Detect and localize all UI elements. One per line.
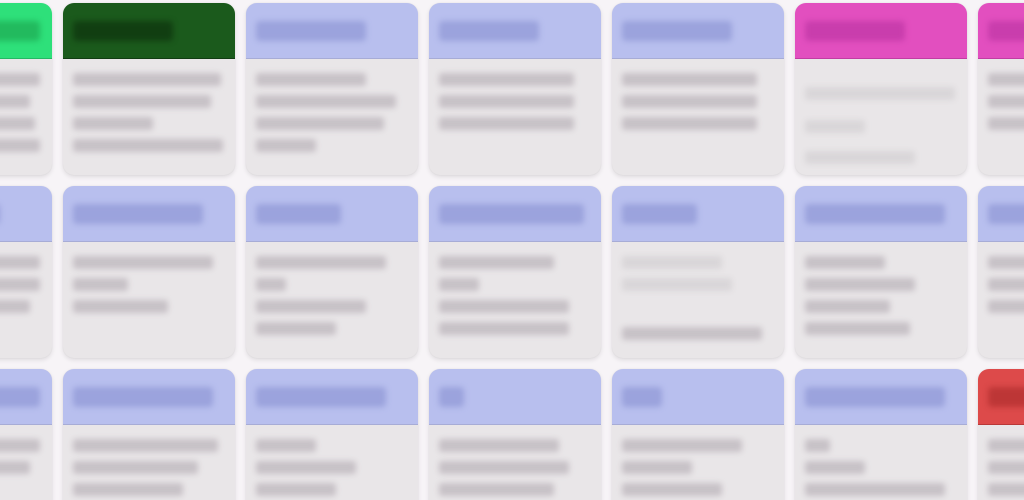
card-header [0, 369, 52, 425]
card-r1-c0[interactable] [0, 3, 52, 175]
card-r2-c1[interactable] [63, 186, 235, 358]
card-r3-c1[interactable] [63, 369, 235, 500]
card-header [795, 3, 967, 59]
card-header [63, 369, 235, 425]
card-header [612, 369, 784, 425]
card-header [63, 186, 235, 242]
card-r1-c4[interactable] [612, 3, 784, 175]
card-header [978, 3, 1024, 59]
card-header [246, 186, 418, 242]
card-r2-c5[interactable] [795, 186, 967, 358]
card-header [63, 3, 235, 59]
card-r1-c2[interactable] [246, 3, 418, 175]
card-r3-c6[interactable] [978, 369, 1024, 500]
card-r2-c0[interactable] [0, 186, 52, 358]
card-r2-c4[interactable] [612, 186, 784, 358]
card-r3-c5[interactable] [795, 369, 967, 500]
card-r3-c0[interactable] [0, 369, 52, 500]
card-r2-c6[interactable] [978, 186, 1024, 358]
card-r1-c6[interactable] [978, 3, 1024, 175]
card-r3-c3[interactable] [429, 369, 601, 500]
card-header [0, 186, 52, 242]
card-r1-c3[interactable] [429, 3, 601, 175]
card-r1-c1[interactable] [63, 3, 235, 175]
card-header [246, 3, 418, 59]
card-header [978, 186, 1024, 242]
card-r2-c2[interactable] [246, 186, 418, 358]
card-r3-c4[interactable] [612, 369, 784, 500]
card-header [429, 3, 601, 59]
card-header [795, 369, 967, 425]
card-header [612, 186, 784, 242]
card-r2-c3[interactable] [429, 186, 601, 358]
card-header [0, 3, 52, 59]
card-header [246, 369, 418, 425]
card-header [612, 3, 784, 59]
card-r3-c2[interactable] [246, 369, 418, 500]
card-header [978, 369, 1024, 425]
card-header [429, 186, 601, 242]
card-header [795, 186, 967, 242]
card-r1-c5[interactable] [795, 3, 967, 175]
card-header [429, 369, 601, 425]
